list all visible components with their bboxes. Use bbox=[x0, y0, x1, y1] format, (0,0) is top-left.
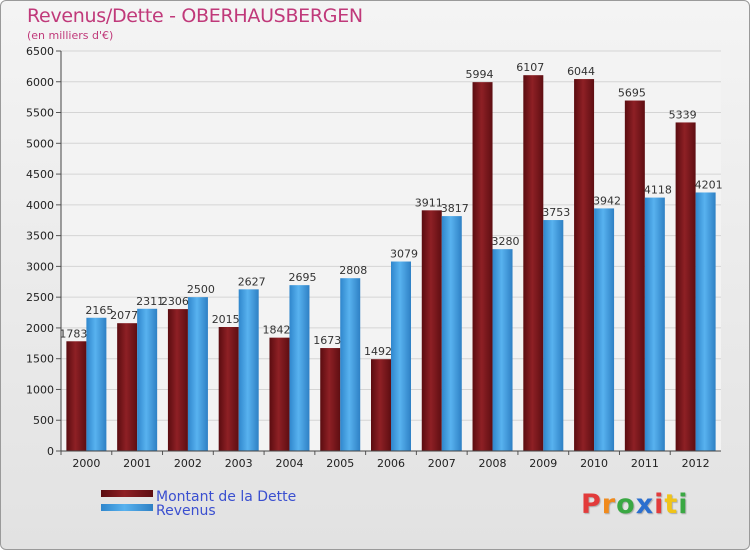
bar-revenus bbox=[594, 208, 615, 451]
x-tick-label: 2011 bbox=[631, 457, 659, 470]
legend-label-revenus: Revenus bbox=[156, 503, 216, 519]
y-tick-label: 2500 bbox=[26, 291, 54, 304]
bar-dette bbox=[523, 75, 544, 451]
x-tick-label: 2009 bbox=[529, 457, 557, 470]
bar-revenus bbox=[391, 261, 411, 451]
bar-revenus bbox=[340, 278, 361, 451]
bar-revenus bbox=[187, 297, 208, 451]
y-tick-label: 3500 bbox=[26, 230, 54, 243]
data-label-dette: 1842 bbox=[262, 324, 290, 337]
x-tick-label: 2007 bbox=[428, 457, 456, 470]
bar-dette bbox=[269, 337, 290, 451]
data-label-revenus: 3753 bbox=[542, 206, 570, 219]
data-label-revenus: 2627 bbox=[238, 275, 266, 288]
x-tick-label: 2010 bbox=[580, 457, 608, 470]
bar-revenus bbox=[137, 308, 158, 451]
logo-letter: o bbox=[616, 489, 636, 520]
bar-dette bbox=[371, 359, 391, 451]
logo-letter: r bbox=[601, 489, 617, 520]
data-label-dette: 1492 bbox=[364, 345, 392, 358]
data-label-revenus: 2808 bbox=[339, 264, 367, 277]
x-tick-label: 2005 bbox=[326, 457, 354, 470]
legend: Montant de la Dette Revenus bbox=[101, 489, 296, 519]
logo-letter: P bbox=[581, 489, 602, 520]
logo-letter: i bbox=[654, 489, 665, 520]
bars bbox=[66, 75, 716, 452]
data-label-revenus: 3817 bbox=[441, 202, 469, 215]
bar-dette bbox=[218, 327, 239, 451]
bar-revenus bbox=[441, 216, 462, 451]
y-tick-label: 5500 bbox=[26, 107, 54, 120]
chart-title: Revenus/Dette - OBERHAUSBERGEN bbox=[27, 5, 363, 27]
bar-dette bbox=[421, 210, 442, 451]
y-tick-label: 1500 bbox=[26, 353, 54, 366]
bar-revenus bbox=[238, 289, 259, 451]
x-tick-label: 2003 bbox=[225, 457, 253, 470]
x-tick-label: 2008 bbox=[479, 457, 507, 470]
bar-revenus bbox=[543, 220, 564, 451]
bar-dette bbox=[117, 323, 138, 451]
axes: 0 500 1000 1500 2000 2500 3000 3500 4000 4500 5000… bbox=[26, 45, 721, 470]
legend-swatch-debt bbox=[101, 490, 153, 497]
y-tick-label: 6000 bbox=[26, 76, 54, 89]
data-label-revenus: 2165 bbox=[85, 304, 113, 317]
data-label-revenus: 3280 bbox=[492, 235, 520, 248]
logo-letter: t bbox=[664, 489, 679, 520]
y-tick-label: 6500 bbox=[26, 45, 54, 58]
data-label-dette: 2015 bbox=[212, 313, 240, 326]
legend-label-debt: Montant de la Dette bbox=[156, 489, 296, 505]
x-tick-label: 2004 bbox=[275, 457, 303, 470]
bar-dette bbox=[167, 309, 188, 451]
data-label-dette: 6107 bbox=[516, 61, 544, 74]
data-label-revenus: 3079 bbox=[390, 248, 418, 261]
data-label-dette: 1673 bbox=[313, 334, 341, 347]
bar-revenus bbox=[695, 192, 716, 451]
y-tick-label: 4000 bbox=[26, 199, 54, 212]
x-tick-label: 2000 bbox=[72, 457, 100, 470]
bar-revenus bbox=[492, 249, 513, 451]
data-label-dette: 3911 bbox=[415, 196, 443, 209]
y-tick-label: 0 bbox=[47, 445, 54, 458]
bar-dette bbox=[675, 122, 696, 451]
data-label-dette: 2077 bbox=[110, 309, 138, 322]
y-tick-label: 1000 bbox=[26, 383, 54, 396]
data-label-revenus: 3942 bbox=[593, 194, 621, 207]
logo-letter: x bbox=[635, 489, 655, 520]
proxiti-logo: Proxiti bbox=[581, 489, 689, 520]
data-label-dette: 5695 bbox=[618, 87, 646, 100]
data-label-dette: 5339 bbox=[669, 108, 697, 121]
x-tick-label: 2012 bbox=[682, 457, 710, 470]
data-label-revenus: 4201 bbox=[695, 178, 723, 191]
bar-dette bbox=[472, 82, 493, 451]
x-tick-label: 2002 bbox=[174, 457, 202, 470]
y-tick-label: 4500 bbox=[26, 168, 54, 181]
data-label-dette: 1783 bbox=[59, 327, 87, 340]
bar-revenus bbox=[644, 197, 665, 451]
bar-dette bbox=[624, 100, 645, 452]
chart-subtitle: (en milliers d'€) bbox=[27, 29, 114, 42]
logo-letter: i bbox=[678, 489, 689, 520]
y-tick-label: 5000 bbox=[26, 137, 54, 150]
data-label-revenus: 2311 bbox=[136, 295, 164, 308]
bar-dette bbox=[574, 79, 595, 452]
legend-swatch-revenus bbox=[101, 504, 153, 511]
bar-dette bbox=[66, 341, 87, 451]
bar-revenus bbox=[289, 285, 310, 451]
bar-revenus bbox=[86, 317, 107, 451]
y-tick-label: 3000 bbox=[26, 260, 54, 273]
y-tick-label: 500 bbox=[33, 414, 54, 427]
data-label-revenus: 2695 bbox=[288, 271, 316, 284]
y-tick-label: 2000 bbox=[26, 322, 54, 335]
x-tick-label: 2006 bbox=[377, 457, 405, 470]
bar-dette bbox=[320, 348, 341, 451]
data-label-revenus: 2500 bbox=[187, 283, 215, 296]
data-label-revenus: 4118 bbox=[644, 184, 672, 197]
data-label-dette: 6044 bbox=[567, 65, 595, 78]
data-label-dette: 2306 bbox=[161, 295, 189, 308]
x-tick-label: 2001 bbox=[123, 457, 151, 470]
data-label-dette: 5994 bbox=[466, 68, 494, 81]
